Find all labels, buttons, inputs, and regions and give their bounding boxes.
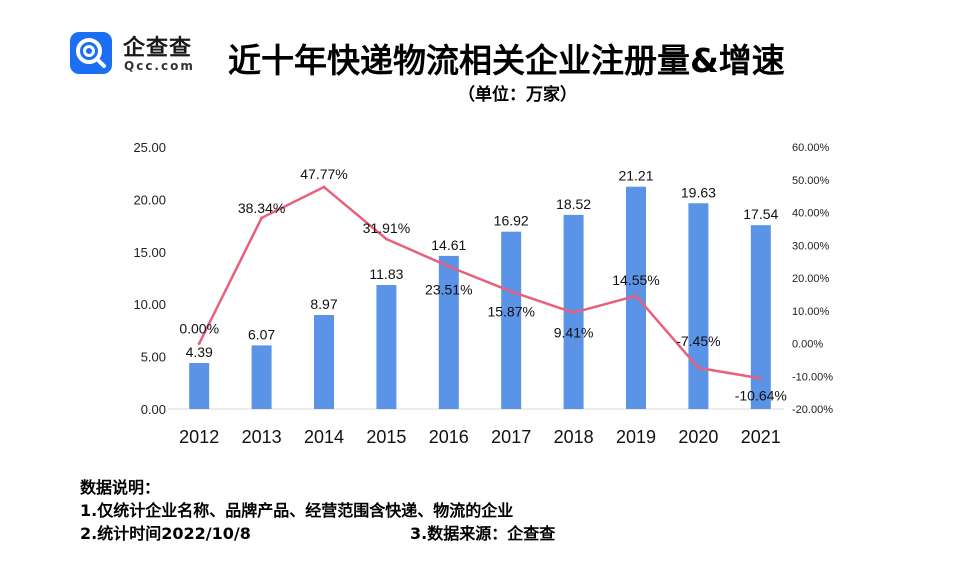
left-axis-tick-label: 0.00 [141, 402, 166, 417]
growth-value-label: 23.51% [425, 282, 472, 298]
growth-line [197, 185, 763, 380]
right-axis-tick-label: 20.00% [792, 273, 830, 285]
growth-value-label: -10.64% [735, 387, 787, 403]
left-axis-tick-label: 25.00 [133, 140, 166, 155]
growth-point [696, 366, 700, 370]
x-axis-tick-label: 2017 [491, 427, 531, 447]
growth-value-label: 9.41% [554, 325, 594, 341]
x-axis-tick-label: 2019 [616, 427, 656, 447]
magnifier-icon [76, 38, 106, 68]
bar-value-label: 4.39 [186, 344, 213, 360]
growth-value-label: 15.87% [487, 304, 534, 320]
bar-value-label: 8.97 [310, 296, 337, 312]
notes-heading: 数据说明： [80, 478, 161, 497]
growth-point [509, 290, 513, 294]
bar-value-label: 14.61 [431, 237, 466, 253]
bar [251, 345, 272, 409]
x-axis-tick-label: 2016 [429, 427, 469, 447]
bar-value-label: 18.52 [556, 196, 591, 212]
bar [189, 362, 210, 409]
growth-value-label: 47.77% [300, 166, 347, 182]
notes-line-3: 3.数据来源：企查查 [410, 524, 556, 543]
combo-chart: 0.00 5.00 10.00 15.00 20.00 25.00 -20.00% -10.0… [133, 140, 833, 447]
chart-unit: （单位：万家） [458, 85, 577, 105]
right-axis-tick-label: 40.00% [792, 208, 830, 220]
left-axis-tick-label: 15.00 [133, 245, 166, 260]
growth-point [322, 185, 326, 189]
growth-point [384, 237, 388, 241]
right-axis-tick-label: 60.00% [792, 142, 830, 154]
chart-title: 近十年快递物流相关企业注册量&增速 [228, 41, 785, 80]
bar [750, 225, 771, 409]
notes-line-2: 2.统计时间2022/10/8 [80, 524, 251, 543]
growth-point [572, 311, 576, 315]
brand-name: 企查查 [123, 36, 193, 61]
x-axis-tick-label: 2012 [179, 427, 219, 447]
bar [501, 231, 522, 409]
growth-value-label: 0.00% [179, 321, 219, 337]
left-axis-tick-label: 10.00 [133, 297, 166, 312]
x-axis-tick-label: 2018 [554, 427, 594, 447]
growth-value-label: 31.91% [363, 220, 410, 236]
bar [626, 186, 646, 409]
notes-line-1: 1.仅统计企业名称、品牌产品、经营范围含快递、物流的企业 [80, 501, 514, 520]
x-axis-tick-label: 2021 [741, 427, 781, 447]
right-axis-tick-label: 30.00% [792, 240, 830, 252]
bar [438, 255, 459, 409]
growth-value-label: -7.45% [676, 333, 720, 349]
brand-sub: Qcc.com [124, 59, 195, 73]
growth-point [759, 376, 763, 380]
growth-point [197, 342, 201, 345]
bar [314, 314, 334, 409]
bar-value-label: 21.21 [618, 168, 653, 184]
growth-point [260, 216, 264, 220]
x-axis-tick-label: 2013 [242, 427, 282, 447]
bar-value-label: 17.54 [743, 206, 778, 222]
growth-value-label: 14.55% [612, 272, 659, 288]
bar-value-label: 6.07 [248, 326, 275, 342]
bar [688, 203, 709, 409]
bar-value-label: 19.63 [681, 184, 716, 200]
right-axis-tick-label: -20.00% [792, 404, 833, 416]
right-axis-tick-label: 10.00% [792, 306, 830, 318]
right-axis-tick-label: 0.00% [792, 339, 823, 351]
growth-point [447, 265, 451, 269]
brand-logo: 企查查 Qcc.com [70, 30, 220, 76]
right-axis-tick-label: 50.00% [792, 175, 830, 187]
left-axis-tick-label: 5.00 [141, 350, 166, 365]
data-notes: 数据说明： 1.仅统计企业名称、品牌产品、经营范围含快递、物流的企业 2.统计时… [80, 476, 555, 545]
x-axis-tick-label: 2014 [304, 427, 344, 447]
bar-value-label: 11.83 [369, 266, 403, 282]
x-axis-tick-label: 2015 [366, 427, 406, 447]
x-axis-tick-label: 2020 [678, 427, 718, 447]
left-axis-tick-label: 20.00 [133, 192, 166, 207]
bar [376, 285, 397, 409]
bar-value-label: 16.92 [494, 213, 529, 229]
growth-value-label: 38.34% [238, 200, 285, 216]
right-axis-tick-label: -10.00% [792, 371, 833, 383]
growth-point [634, 294, 638, 298]
logo-badge [70, 32, 112, 74]
